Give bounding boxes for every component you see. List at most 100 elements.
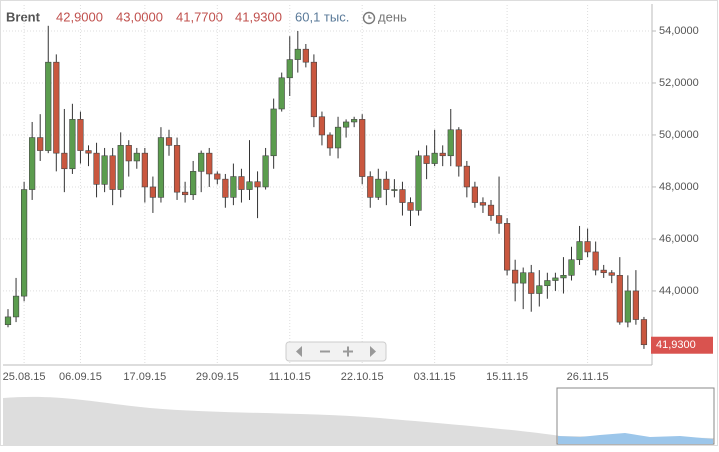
candle-body — [455, 129, 462, 167]
candle-body — [149, 186, 157, 198]
candle-body — [222, 178, 229, 198]
scroll-right[interactable] — [370, 346, 376, 357]
y-tick-label: 48,0000 — [659, 181, 699, 193]
candle-body — [487, 204, 495, 216]
candle-body — [383, 178, 390, 190]
x-tick-label: 29.09.15 — [196, 371, 239, 383]
candle-body — [359, 119, 366, 177]
y-tick-label: 50,0000 — [659, 129, 699, 141]
candle-body — [391, 189, 398, 191]
last-price-box — [651, 336, 713, 354]
candle-body — [12, 295, 20, 318]
candle-body — [503, 223, 511, 271]
candle-body — [632, 290, 639, 320]
candle-body — [254, 181, 261, 188]
candle-body — [198, 152, 205, 172]
y-tick-label: 52,0000 — [659, 77, 699, 89]
candle-body — [286, 59, 293, 79]
candle-body — [230, 176, 237, 198]
plot: 44,0000 46,0000 48,0000 50,0000 52,0000 54,00… — [3, 5, 713, 383]
candle-body — [133, 152, 140, 162]
candle-body — [190, 171, 197, 196]
candle-body — [93, 152, 100, 185]
navigator-window-area — [558, 433, 713, 444]
candle-body — [544, 280, 551, 287]
candle-body — [318, 116, 326, 136]
candle-body — [351, 119, 358, 123]
header-volume: 60,1 тыс. — [295, 9, 349, 24]
candle-body — [45, 61, 52, 151]
candle-body — [447, 129, 454, 157]
header-open: 42,9000 — [56, 9, 103, 24]
candle-body — [367, 176, 374, 198]
candle-body — [29, 137, 36, 190]
zoom-bar — [285, 341, 387, 362]
candle-body — [608, 272, 615, 276]
candle-body — [310, 61, 318, 118]
candle-body — [278, 77, 285, 110]
symbol: Brent — [6, 9, 41, 24]
candle-body — [125, 145, 132, 162]
candle-body — [423, 155, 430, 164]
candle-body — [182, 191, 189, 196]
header-low: 41,7700 — [176, 9, 223, 24]
navigator — [3, 387, 715, 445]
candle-body — [165, 137, 173, 146]
x-tick-label: 03.11.15 — [414, 371, 456, 383]
candle-body — [246, 181, 253, 190]
candle-body — [294, 48, 301, 60]
header-period[interactable]: день — [378, 9, 407, 24]
candle-body — [117, 145, 124, 190]
candle-body — [407, 202, 414, 211]
candle-body — [415, 155, 422, 211]
candle-body — [536, 285, 543, 294]
zoom-controls — [285, 341, 387, 362]
candle-body — [4, 316, 12, 326]
candle-body — [214, 173, 221, 180]
header-high: 43,0000 — [116, 9, 163, 24]
candle-body — [85, 150, 92, 154]
x-tick-label: 17.09.15 — [123, 371, 166, 383]
x-tick-label: 25.08.15 — [3, 371, 46, 383]
scroll-left[interactable] — [296, 346, 302, 357]
navigator-area — [3, 396, 714, 445]
candle-body — [173, 145, 181, 193]
candle-body — [512, 269, 519, 284]
candle-body — [61, 152, 68, 170]
candle-body — [270, 108, 277, 157]
candle-body — [399, 189, 406, 203]
candle-body — [479, 202, 487, 206]
candle-body — [302, 48, 309, 63]
candle-body — [576, 241, 583, 261]
candle-body — [37, 137, 44, 151]
candle-body — [157, 137, 165, 198]
candle-body — [552, 277, 559, 281]
x-tick-label: 22.10.15 — [341, 371, 384, 383]
candle-body — [616, 275, 623, 323]
last-price-label: 41,9300 — [656, 339, 696, 351]
x-tick-label: 15.11.15 — [486, 371, 528, 383]
candle-body — [262, 155, 269, 188]
candle-body — [141, 152, 148, 188]
candle-body — [342, 121, 350, 128]
header-close: 41,9300 — [235, 9, 282, 24]
candle-body — [69, 119, 76, 170]
candle-body — [326, 134, 334, 149]
candle-body — [495, 215, 503, 224]
zoom-in[interactable] — [343, 346, 353, 357]
candle-body — [101, 155, 108, 185]
y-tick-label: 54,0000 — [659, 25, 699, 37]
x-tick-label: 06.09.15 — [59, 371, 102, 383]
candle-body — [584, 241, 591, 253]
candle-body — [53, 61, 60, 154]
y-tick-label: 44,0000 — [659, 285, 699, 297]
candle-body — [109, 155, 116, 190]
candle-body — [528, 272, 535, 294]
candle-body — [624, 290, 631, 323]
candle-body — [238, 176, 245, 190]
candle-body — [568, 259, 575, 276]
x-tick-label: 26.11.15 — [567, 371, 609, 383]
y-tick-label: 46,0000 — [659, 233, 699, 245]
